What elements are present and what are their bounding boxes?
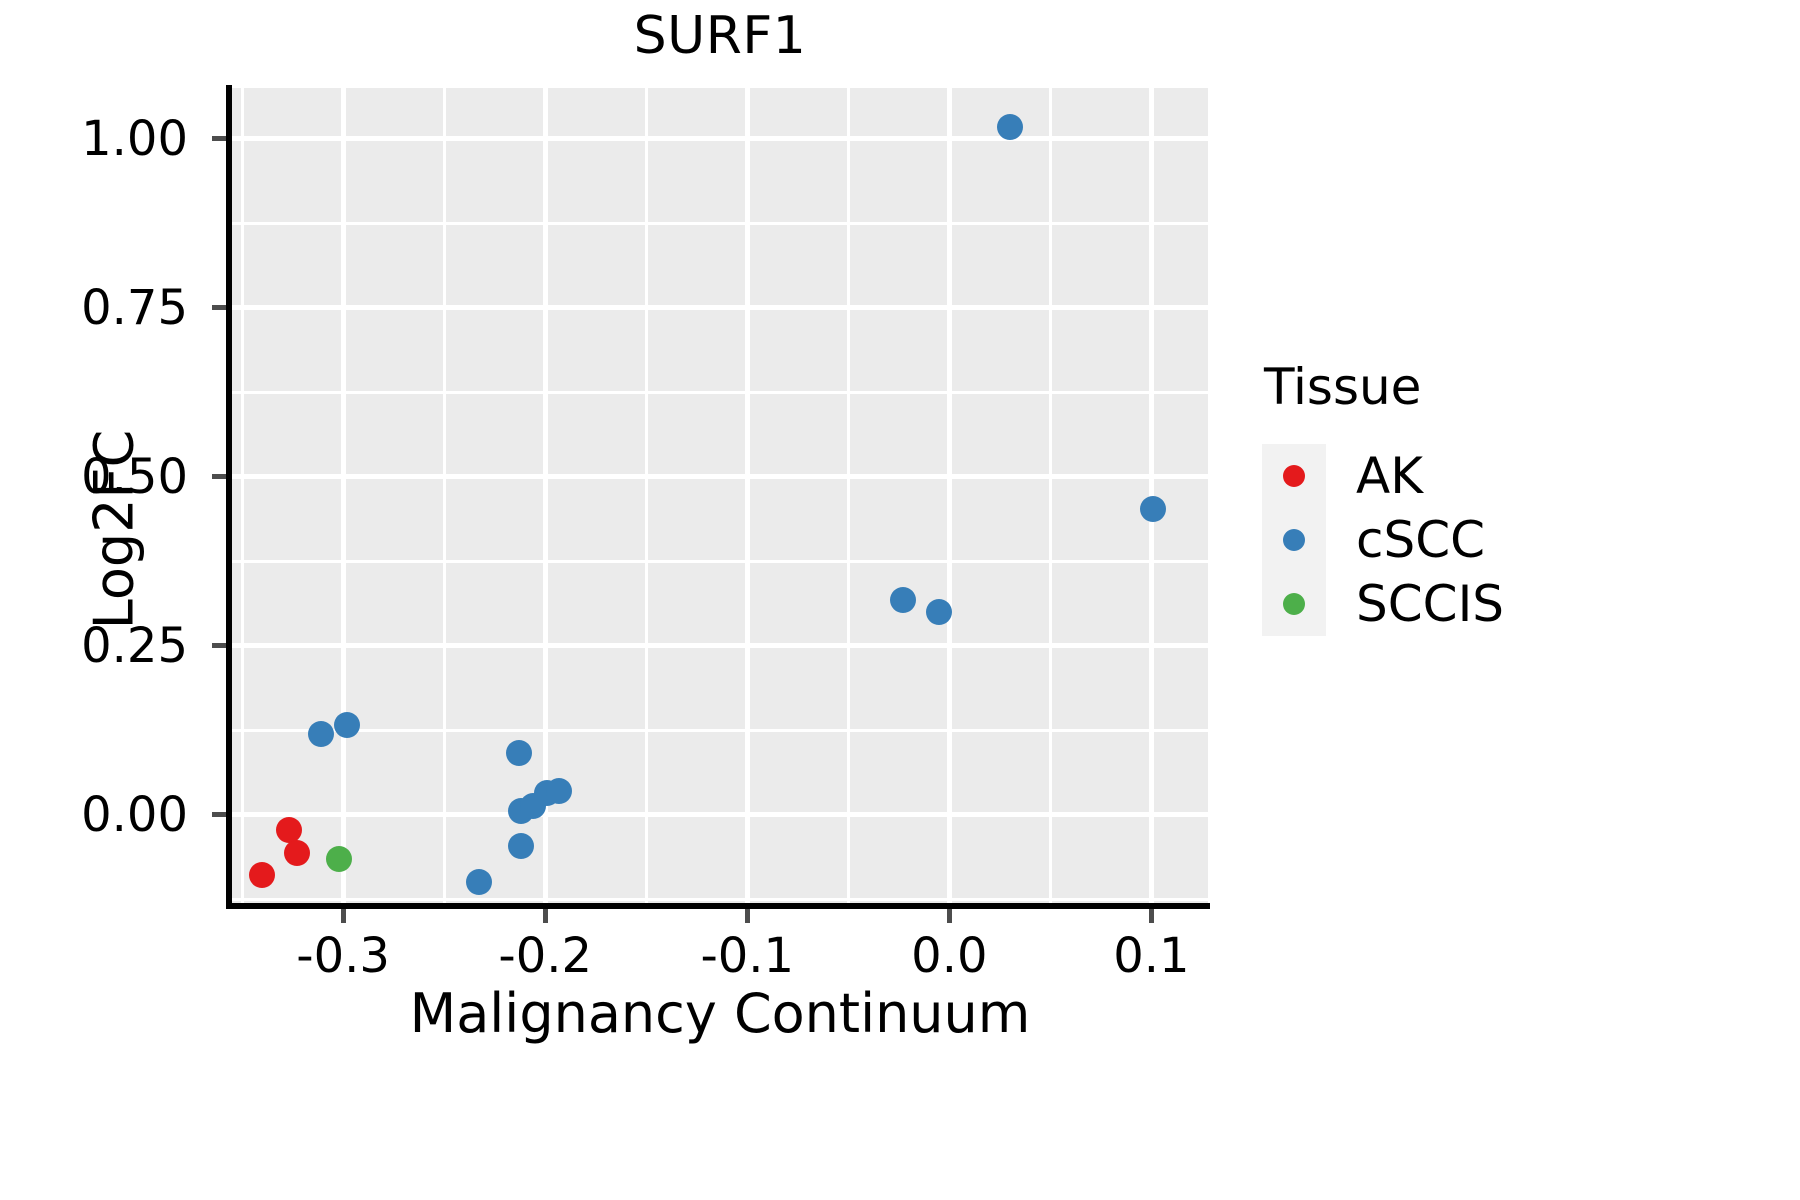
y-axis-tick — [212, 305, 226, 311]
gridline-minor-horizontal — [232, 390, 1208, 394]
gridline-major-horizontal — [232, 474, 1208, 480]
scatter-point-cscc[interactable] — [505, 739, 532, 766]
legend-item-label: AK — [1356, 447, 1423, 505]
scatter-point-ak[interactable] — [283, 839, 310, 866]
x-axis-tick-label: -0.2 — [498, 928, 593, 984]
legend-entries: AK cSCC SCCIS — [1262, 444, 1682, 636]
x-axis-tick-label: 0.0 — [911, 928, 988, 984]
legend-item-ak[interactable]: AK — [1262, 444, 1682, 508]
x-axis-tick-label: -0.1 — [700, 928, 795, 984]
scatter-point-cscc[interactable] — [334, 711, 361, 738]
scatter-point-cscc[interactable] — [465, 869, 492, 896]
y-axis-title: Log2FC — [82, 429, 146, 630]
legend-key-swatch-box — [1262, 444, 1326, 508]
gridline-minor-vertical — [1048, 88, 1052, 906]
gridline-major-vertical — [340, 88, 346, 906]
x-axis-tick-label: -0.3 — [296, 928, 390, 984]
x-axis-tick-label: 0.1 — [1113, 928, 1190, 984]
gridline-minor-horizontal — [232, 897, 1208, 901]
y-axis-tick-label: 0.25 — [81, 617, 188, 674]
y-axis-tick-label: 0.75 — [81, 279, 188, 336]
y-axis-tick-label: 1.00 — [81, 110, 188, 167]
legend-key-swatch-box — [1262, 508, 1326, 572]
gridline-minor-horizontal — [232, 221, 1208, 225]
legend-item-sccis[interactable]: SCCIS — [1262, 572, 1682, 636]
scatter-point-sccis[interactable] — [326, 846, 353, 873]
y-axis-tick — [212, 136, 226, 142]
y-axis-tick-label: 0.00 — [81, 786, 188, 843]
y-axis-tick-label: 0.50 — [81, 448, 188, 505]
scatter-point-cscc[interactable] — [507, 832, 534, 859]
scatter-point-cscc[interactable] — [307, 721, 334, 748]
y-axis-line — [226, 85, 232, 909]
y-axis-tick — [212, 643, 226, 649]
y-axis-tick — [212, 812, 226, 818]
legend-swatch-dot-icon — [1283, 593, 1305, 615]
page-title: SURF1 — [633, 6, 807, 66]
scatter-point-cscc[interactable] — [926, 598, 953, 625]
gridline-minor-vertical — [644, 88, 648, 906]
gridline-minor-vertical — [442, 88, 446, 906]
gridline-major-horizontal — [232, 136, 1208, 142]
legend-swatch-dot-icon — [1283, 529, 1305, 551]
legend-swatch-dot-icon — [1283, 465, 1305, 487]
gridline-major-horizontal — [232, 305, 1208, 311]
x-axis-tick — [340, 909, 346, 923]
scatter-point-cscc[interactable] — [889, 586, 916, 613]
gridline-major-vertical — [744, 88, 750, 906]
x-axis-tick — [946, 909, 952, 923]
gridline-major-vertical — [946, 88, 952, 906]
legend-key-swatch-box — [1262, 572, 1326, 636]
y-axis-tick — [212, 474, 226, 480]
gridline-minor-vertical — [240, 88, 244, 906]
x-axis-tick — [1148, 909, 1154, 923]
gridline-minor-horizontal — [232, 728, 1208, 732]
x-axis-tick — [744, 909, 750, 923]
legend-item-label: SCCIS — [1356, 575, 1505, 633]
legend: Tissue AK cSCC SCCIS — [1262, 358, 1682, 636]
x-axis-tick — [542, 909, 548, 923]
scatter-point-ak[interactable] — [275, 817, 302, 844]
x-axis-title: Malignancy Continuum — [409, 982, 1031, 1045]
scatter-point-cscc[interactable] — [546, 778, 573, 805]
scatter-point-cscc[interactable] — [996, 113, 1023, 140]
gridline-major-vertical — [542, 88, 548, 906]
gridline-major-horizontal — [232, 812, 1208, 818]
legend-item-cscc[interactable]: cSCC — [1262, 508, 1682, 572]
scatter-point-cscc[interactable] — [1140, 496, 1167, 523]
scatter-point-ak[interactable] — [249, 861, 276, 888]
gridline-minor-horizontal — [232, 559, 1208, 563]
gridline-major-horizontal — [232, 643, 1208, 649]
legend-item-label: cSCC — [1356, 511, 1486, 569]
gridline-minor-vertical — [846, 88, 850, 906]
plot-panel — [232, 88, 1208, 906]
legend-title: Tissue — [1264, 358, 1422, 416]
x-axis-line — [226, 903, 1210, 909]
